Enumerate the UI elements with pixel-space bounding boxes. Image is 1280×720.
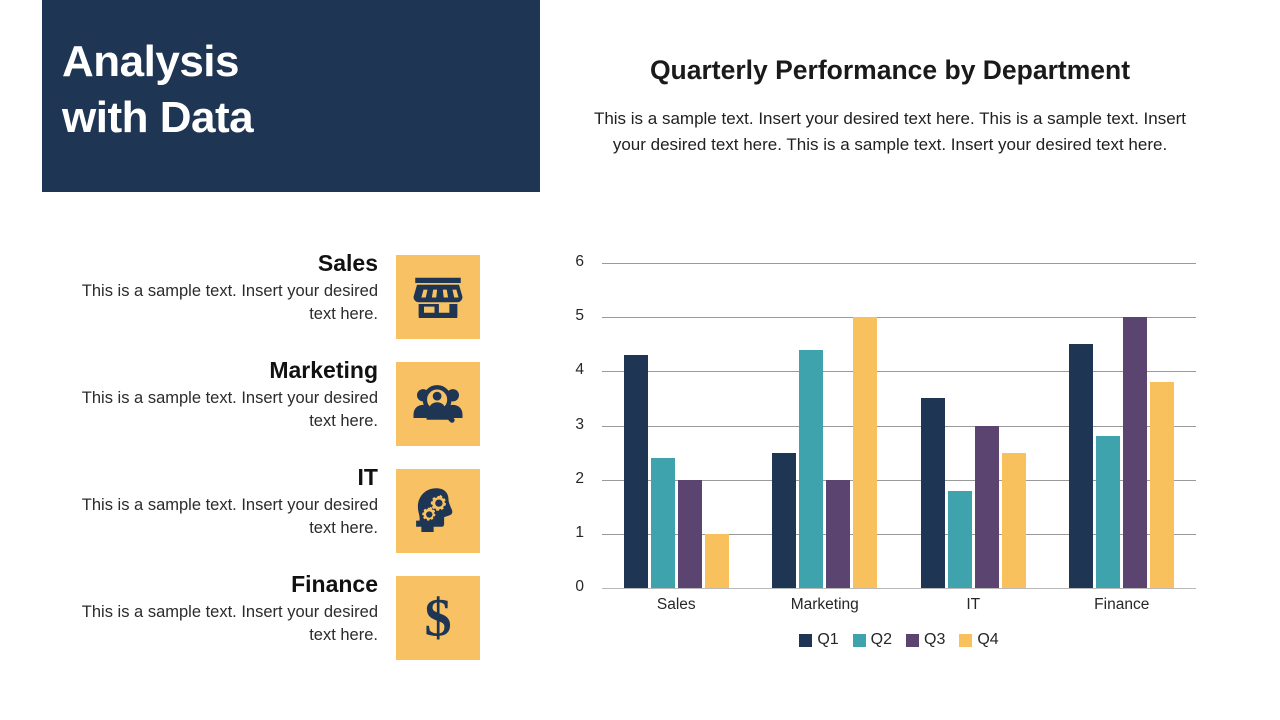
bar-marketing-q3[interactable]: [826, 479, 851, 588]
bar-marketing-q1[interactable]: [772, 452, 797, 588]
x-axis-label-marketing: Marketing: [790, 596, 859, 613]
bar-it-q2[interactable]: [947, 490, 972, 588]
feature-description: This is a sample text. Insert your desir…: [81, 389, 378, 430]
feature-title: Marketing: [269, 357, 378, 383]
feature-title: IT: [357, 464, 378, 490]
dollar-sign-icon: $: [396, 576, 480, 660]
y-axis-tick-6: 6: [575, 253, 584, 270]
bar-finance-q2[interactable]: [1096, 436, 1121, 588]
bar-sales-q2[interactable]: [650, 458, 675, 588]
x-axis-label-finance: Finance: [1094, 596, 1150, 613]
y-axis-tick-1: 1: [575, 523, 584, 541]
bar-marketing-q2[interactable]: [799, 349, 824, 588]
gridline-3: [602, 425, 1196, 427]
legend-label: Q1: [817, 631, 839, 648]
feature-text-column: Finance This is a sample text. Insert you…: [73, 569, 378, 647]
bar-group-marketing: [751, 263, 900, 588]
gridline-1: [602, 533, 1196, 535]
slide-title-line-1: Analysis: [62, 37, 239, 86]
bar-marketing-q4[interactable]: [853, 317, 878, 588]
bar-finance-q3[interactable]: [1123, 317, 1148, 588]
x-axis-label-sales: Sales: [656, 596, 696, 613]
feature-item-sales: Sales This is a sample text. Insert your …: [38, 248, 483, 355]
feature-list: Sales This is a sample text. Insert your …: [38, 248, 483, 676]
bar-it-q3[interactable]: [974, 425, 999, 588]
y-axis-tick-0: 0: [575, 578, 584, 595]
legend-item-q4[interactable]: Q4: [959, 631, 999, 649]
legend-swatch-q1: [799, 633, 813, 647]
slide-title-line-2: with Data: [62, 93, 254, 142]
y-axis-tick-5: 5: [575, 307, 584, 325]
bar-group-finance: [1048, 263, 1197, 588]
bar-finance-q1[interactable]: [1069, 344, 1094, 588]
legend-swatch-q4: [959, 633, 973, 647]
chart-plot-area: 0 1 2 3 4 5 6: [575, 253, 1196, 595]
feature-text-column: Sales This is a sample text. Insert your …: [73, 248, 378, 326]
feature-title: Sales: [317, 250, 378, 276]
feature-item-marketing: Marketing This is a sample text. Insert y…: [38, 355, 483, 462]
slide-title-block: Analysis with Data: [42, 0, 540, 192]
bar-group-sales: [602, 263, 751, 588]
y-axis-tick-3: 3: [575, 415, 584, 433]
audience-search-icon: [396, 362, 480, 446]
legend-label: Q2: [870, 631, 892, 648]
feature-title: Finance: [291, 571, 378, 597]
feature-text-column: IT This is a sample text. Insert your des…: [73, 462, 378, 540]
gridline-6: [602, 263, 1196, 264]
gridline-0: [602, 588, 1196, 589]
bar-finance-q4[interactable]: [1150, 382, 1175, 588]
legend-label: Q4: [977, 631, 999, 648]
bar-sales-q3[interactable]: [677, 479, 702, 588]
bar-sales-q4[interactable]: [704, 533, 729, 588]
legend-item-q1[interactable]: Q1: [799, 631, 839, 649]
feature-item-finance: Finance This is a sample text. Insert you…: [38, 569, 483, 676]
x-axis-label-it: IT: [966, 596, 981, 613]
gridline-2: [602, 479, 1196, 481]
legend-label: Q3: [924, 631, 946, 648]
svg-text:$: $: [424, 590, 451, 646]
head-gears-icon: [396, 469, 480, 553]
bar-group-it: [899, 263, 1048, 588]
chart-bar-groups: [602, 263, 1196, 588]
legend-item-q3[interactable]: Q3: [906, 631, 945, 649]
chart-legend: Q1 Q2 Q3 Q4: [602, 631, 1196, 649]
y-axis-tick-2: 2: [575, 469, 584, 487]
bar-sales-q1[interactable]: [623, 355, 648, 588]
panel-paragraph: This is a sample text. Insert your desir…: [593, 109, 1187, 154]
bar-chart: 0 1 2 3 4 5 6 Sales Marketing IT Finance Q1 Q2 Q3 Q4: [570, 248, 1210, 658]
feature-description: This is a sample text. Insert your desir…: [81, 496, 378, 537]
bar-it-q1[interactable]: [920, 398, 945, 588]
feature-description: This is a sample text. Insert your desir…: [81, 603, 378, 644]
page-title: Quarterly Performance by Department: [649, 55, 1131, 85]
feature-description: This is a sample text. Insert your desir…: [81, 282, 378, 323]
chart-x-axis-labels: Sales Marketing IT Finance: [602, 596, 1196, 614]
legend-item-q2[interactable]: Q2: [852, 631, 892, 649]
bar-it-q4[interactable]: [1001, 452, 1026, 588]
storefront-icon: [396, 255, 480, 339]
legend-swatch-q2: [852, 633, 866, 647]
gridline-4: [602, 371, 1196, 373]
feature-text-column: Marketing This is a sample text. Insert y…: [73, 355, 378, 433]
y-axis-tick-4: 4: [575, 361, 584, 379]
gridline-5: [602, 317, 1196, 319]
legend-swatch-q3: [906, 633, 919, 647]
feature-item-it: IT This is a sample text. Insert your des…: [38, 462, 483, 569]
